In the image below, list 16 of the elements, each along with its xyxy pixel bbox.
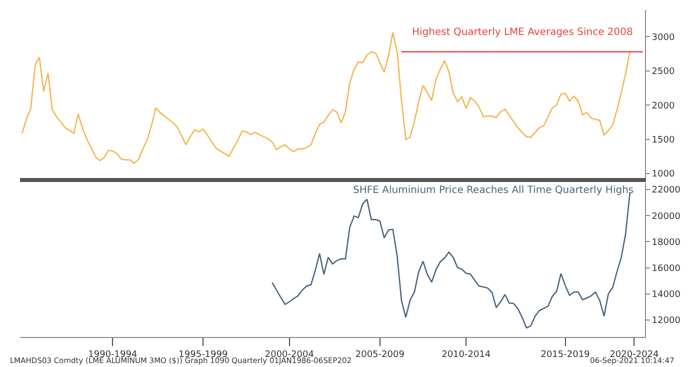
y-tick-label: 3000 [652,32,675,43]
annotation: Highest Quarterly LME Averages Since 2008 [412,27,633,38]
y-tick-label: 12000 [652,316,681,326]
x-tick-label: 2015-2019 [540,350,590,360]
y-tick-label: 18000 [652,238,681,248]
y-tick-label: 22000 [652,186,681,196]
y-tick-label: 1000 [652,170,675,180]
y-tick-label: 16000 [652,264,681,274]
y-tick-label: 2500 [652,67,675,78]
y-tick-label: 14000 [652,290,681,300]
x-tick-label: 2005-2009 [355,350,405,360]
y-tick-label: 20000 [652,212,681,222]
annotation: SHFE Aluminium Price Reaches All Time Quarterly Highs [353,185,634,196]
y-tick-label: 2000 [652,101,675,112]
x-tick-label: 2010-2014 [442,350,491,360]
y-tick-label: 1500 [652,135,675,146]
